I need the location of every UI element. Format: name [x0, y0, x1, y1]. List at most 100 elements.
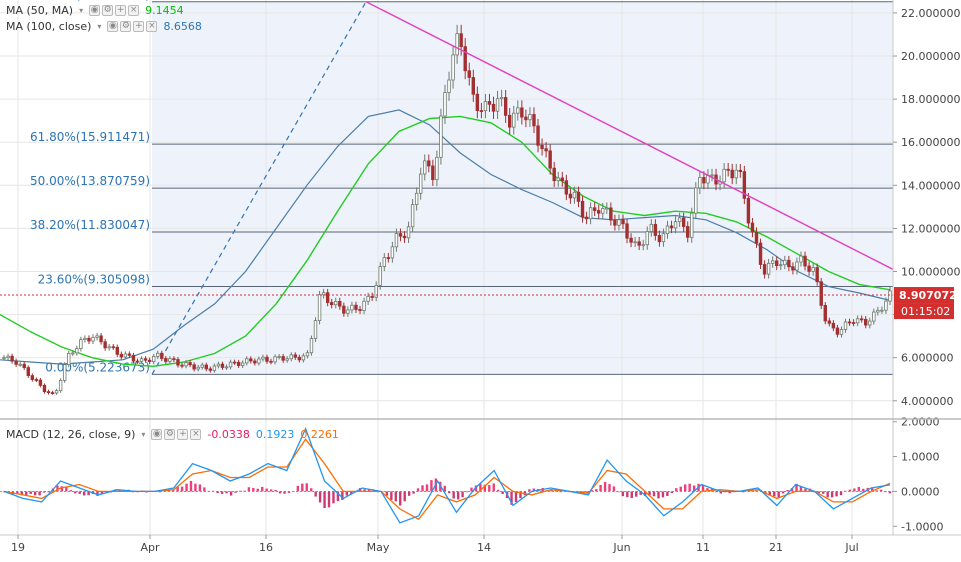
macd-hist-bar-64: [287, 491, 291, 493]
macd-hist-bar-99: [443, 485, 446, 492]
candle-body-167: [677, 217, 682, 223]
macd-hist-bar-57: [256, 488, 259, 492]
candle-body-153: [621, 219, 625, 225]
candle-body-159: [645, 231, 649, 246]
candle-body-122: [495, 98, 500, 112]
time-tick-label-6: 11: [696, 541, 710, 554]
macd-hist-bar-131: [586, 491, 589, 494]
candle-body-134: [544, 148, 548, 152]
macd-hist-bar-81: [363, 489, 366, 492]
macd-hist-bar-21: [96, 491, 99, 496]
countdown-label: 01:15:02: [901, 305, 950, 318]
macd-hist-bar-50: [225, 491, 228, 494]
fib-label-1: 61.80%(15.911471): [30, 130, 150, 144]
candle-body-72: [293, 354, 297, 358]
legend-ma100: MA (100, close) ▾ ◉ ⚙ + × 8.6568: [6, 20, 202, 33]
macd-hist-bar-91: [407, 491, 411, 496]
macd-hist-bar-147: [657, 491, 660, 499]
macd-hist-bar-192: [857, 486, 861, 492]
settings-icon[interactable]: ⚙: [120, 21, 132, 32]
add-icon[interactable]: +: [133, 21, 145, 32]
macd-hist-bar-176: [786, 490, 789, 492]
chevron-down-icon[interactable]: ▾: [97, 22, 102, 31]
candle-body-101: [410, 204, 415, 228]
chevron-down-icon[interactable]: ▾: [79, 6, 84, 15]
candle-body-194: [787, 259, 791, 268]
macd-hist-bar-187: [835, 491, 838, 497]
candle-body-20: [83, 337, 87, 340]
macd-hist-bar-141: [630, 491, 633, 499]
candle-body-49: [200, 364, 204, 368]
candle-body-10: [42, 384, 47, 393]
candle-body-47: [192, 364, 196, 370]
legend-macd-histogram-value: -0.0338: [207, 428, 250, 441]
candle-body-98: [398, 233, 403, 237]
macd-hist-bar-15: [69, 490, 72, 492]
candle-body-59: [240, 362, 245, 366]
candle-body-41: [168, 358, 172, 362]
macd-hist-bar-90: [403, 491, 406, 502]
macd-hist-bar-42: [189, 480, 193, 492]
candle-body-139: [564, 180, 569, 195]
macd-hist-bar-82: [367, 489, 371, 492]
candle-body-206: [835, 327, 840, 335]
candle-body-43: [176, 359, 180, 366]
candle-body-145: [588, 207, 593, 220]
close-icon[interactable]: ×: [128, 5, 140, 16]
macd-hist-bar-88: [394, 491, 397, 502]
add-icon[interactable]: +: [177, 429, 189, 440]
macd-hist-bar-77: [345, 491, 349, 496]
candle-body-110: [447, 79, 451, 93]
candle-body-15: [62, 364, 67, 381]
macd-hist-bar-135: [603, 481, 607, 492]
time-axis: 19 Apr 16 May 14 Jun 11 21 Jul: [0, 534, 961, 554]
candle-body-94: [382, 257, 386, 268]
macd-hist-bar-63: [283, 491, 286, 494]
candle-body-82: [334, 300, 338, 306]
settings-icon[interactable]: ⚙: [164, 429, 176, 440]
eye-icon[interactable]: ◉: [151, 429, 163, 440]
macd-hist-bar-109: [488, 485, 491, 492]
eye-icon[interactable]: ◉: [89, 5, 101, 16]
time-tick-label-4: 14: [477, 541, 491, 554]
candle-body-196: [795, 261, 799, 271]
candle-body-34: [139, 358, 144, 362]
candle-body-54: [220, 363, 225, 368]
candle-body-116: [471, 77, 475, 95]
macd-hist-bar-18: [82, 491, 86, 496]
candle-body-83: [338, 300, 342, 307]
candle-body-114: [463, 46, 467, 72]
candle-body-170: [690, 212, 694, 238]
macd-lines: [0, 426, 893, 524]
candle-body-70: [285, 358, 289, 361]
add-icon[interactable]: +: [115, 5, 127, 16]
macd-hist-bar-22: [100, 491, 104, 494]
macd-hist-bar-40: [180, 486, 184, 492]
ma100-line: [0, 109, 891, 365]
macd-hist-bar-9: [42, 491, 46, 493]
candle-body-104: [423, 160, 427, 175]
candle-body-76: [309, 338, 314, 354]
macd-hist-bar-161: [719, 491, 723, 494]
price-axis: 4.0000006.0000008.00000010.00000012.0000…: [892, 0, 961, 535]
trendline: [365, 1, 894, 270]
macd-hist-bar-179: [799, 486, 803, 492]
eye-icon[interactable]: ◉: [107, 21, 119, 32]
settings-icon[interactable]: ⚙: [102, 5, 114, 16]
macd-hist-bar-78: [350, 491, 353, 495]
fib-label-0: 100.00%(22.517844): [22, 0, 150, 2]
macd-hist-bar-35: [158, 491, 162, 493]
candle-body-103: [419, 173, 423, 194]
macd-hist-bar-59: [265, 488, 268, 492]
macd-hist-bar-138: [617, 491, 620, 493]
chevron-down-icon[interactable]: ▾: [141, 430, 146, 439]
macd-hist-bar-132: [590, 490, 593, 492]
macd-hist-bar-152: [679, 486, 682, 492]
candle-body-21: [87, 337, 91, 342]
macd-hist-bar-197: [879, 489, 883, 492]
candle-body-96: [390, 246, 395, 259]
close-icon[interactable]: ×: [146, 21, 158, 32]
candle-body-128: [520, 107, 524, 118]
close-icon[interactable]: ×: [190, 429, 202, 440]
candle-body-65: [265, 356, 269, 362]
